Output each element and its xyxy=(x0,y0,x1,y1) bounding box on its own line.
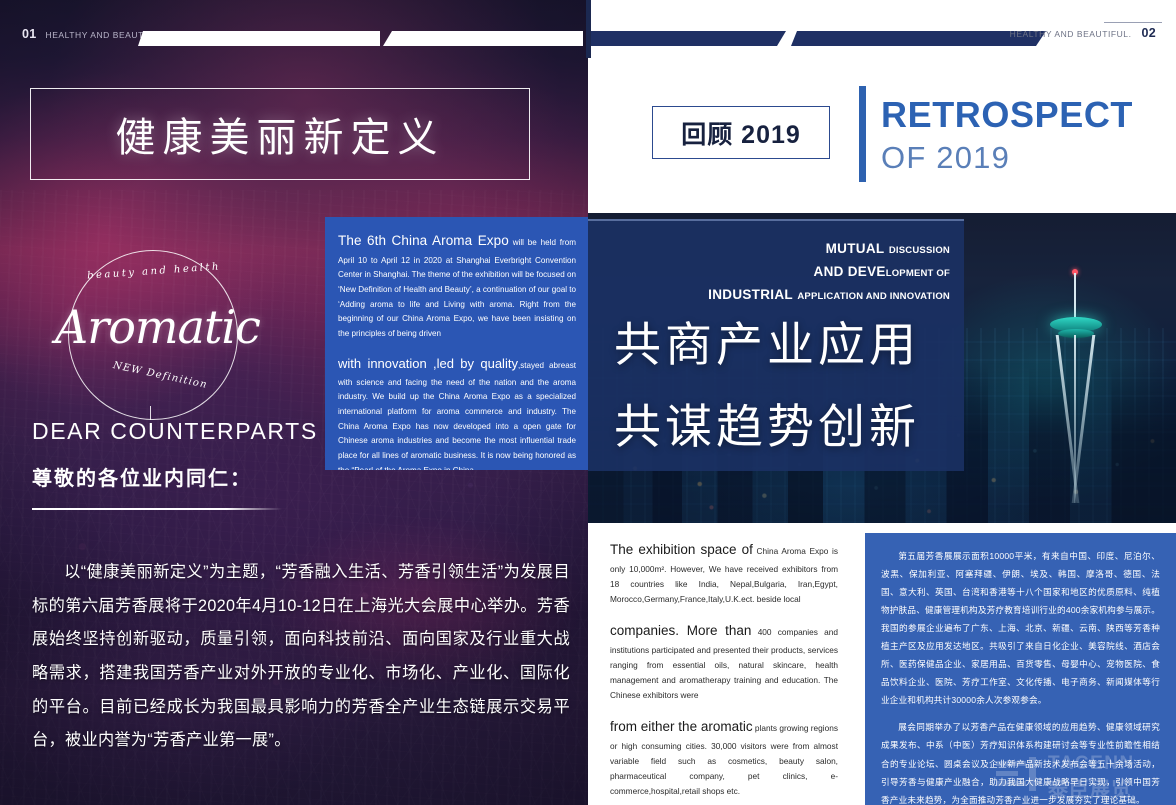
left-page: 健康美丽新定义 beauty and health Aromatic NEW D… xyxy=(0,0,588,805)
english-intro-paragraph-2: with innovation ,led by quality,stayed a… xyxy=(338,352,576,470)
english-stats-body-1: China Aroma Expo is only 10,000m². Howev… xyxy=(610,546,838,604)
logo-tick-mark xyxy=(150,406,152,420)
retrospect-title: RETROSPECT xyxy=(881,94,1134,135)
english-stats-paragraph-3: from either the aromatic plants growing … xyxy=(610,715,838,798)
mutual-heading-group: MUTUAL DISCUSSION AND DEVELOPMENT OF IND… xyxy=(708,237,950,307)
english-intro-body-1: will be held from April 10 to April 12 i… xyxy=(338,238,577,339)
english-stats-body-3: plants growing regions or high consuming… xyxy=(610,723,838,796)
section-divider-rule xyxy=(32,508,282,510)
logo-wordmark: Aromatic xyxy=(55,300,261,354)
tower-disc-upper xyxy=(1050,317,1102,332)
dear-counterparts-cn: 尊敬的各位业内同仁： xyxy=(32,468,252,490)
chinese-summary-text-1: 第五届芳香展展示面积10000平米，有来自中国、印度、尼泊尔、波黑、保加利亚、阿… xyxy=(881,551,1160,706)
retrospect-badge: 回顾 2019 xyxy=(652,106,830,159)
english-stats-lead-1: The exhibition space of xyxy=(610,542,753,557)
mutual-heading-line-1: MUTUAL DISCUSSION xyxy=(708,237,950,260)
header-right-group: HEALTHY AND BEAUTIFUL. 02 xyxy=(1010,26,1156,40)
header-stripe-white-1 xyxy=(138,31,380,46)
watermark-chinese-text: 泰臣展览 xyxy=(1048,779,1132,801)
english-intro-lead-2: with innovation ,led by quality xyxy=(338,355,518,371)
logo-circle-icon xyxy=(68,250,238,420)
mutual-discussion-panel: MUTUAL DISCUSSION AND DEVELOPMENT OF IND… xyxy=(588,219,964,471)
header-right-page-number: 02 xyxy=(1141,26,1156,40)
page-header: 01 HEALTHY AND BEAUTIFUL. HEALTHY AND BE… xyxy=(0,0,1176,58)
space-needle-tower-icon xyxy=(1048,269,1104,503)
tacenn-logo-icon xyxy=(996,757,1040,797)
english-intro-body-2: ,stayed abreast with science and facing … xyxy=(338,360,577,470)
chinese-summary-text-2: 展会同期举办了以芳香产品在健康领域的应用趋势、健康领域研究成果发布、中系（中医）… xyxy=(881,722,1160,805)
mutual-line1-small: DISCUSSION xyxy=(888,245,950,256)
tower-mast xyxy=(1074,273,1076,319)
mutual-line3-big: INDUSTRIAL xyxy=(708,287,793,303)
english-stats-lead-2: companies. More than xyxy=(610,623,752,639)
right-page: 回顾 2019 RETROSPECT OF 2019 MUTUAL DISCUS… xyxy=(588,0,1176,805)
english-stats-column: The exhibition space of China Aroma Expo… xyxy=(610,538,838,798)
header-left-page-number: 01 xyxy=(22,27,37,41)
left-chinese-paragraph-text: 以“健康美丽新定义”为主题，“芳香融入生活、芳香引领生活”为发展目标的第六届芳香… xyxy=(32,563,570,750)
mutual-line2-small: LOPMENT OF xyxy=(885,268,950,280)
retrospect-divider-bar xyxy=(859,86,866,182)
english-stats-lead-3: from either the aromatic xyxy=(610,719,753,735)
english-stats-body-2: 400 companies and institutions participa… xyxy=(610,627,838,700)
header-stripe-white-2 xyxy=(383,31,583,46)
tower-beacon-light xyxy=(1072,269,1078,275)
headline-cn-line-1: 共商产业应用 xyxy=(614,318,920,371)
tower-leg-center xyxy=(1074,335,1076,503)
mutual-line2-big: AND DEVE xyxy=(813,264,886,280)
english-intro-paragraph-1: The 6th China Aroma Expo will be held fr… xyxy=(338,229,576,342)
header-stripe-navy-2 xyxy=(791,31,1046,46)
mutual-line1-big: MUTUAL xyxy=(825,241,885,256)
retrospect-badge-text: 回顾 2019 xyxy=(681,120,801,149)
header-right-label: HEALTHY AND BEAUTIFUL. xyxy=(1009,29,1132,39)
english-intro-panel: The 6th China Aroma Expo will be held fr… xyxy=(325,217,588,470)
header-stripe-navy-1 xyxy=(590,31,786,46)
mutual-heading-line-3: INDUSTRIAL APPLICATION AND INNOVATION xyxy=(708,283,950,306)
headline-cn-line-2: 共谋趋势创新 xyxy=(614,400,920,453)
tower-disc-lower xyxy=(1058,329,1094,338)
header-left-group: 01 HEALTHY AND BEAUTIFUL. xyxy=(22,27,167,41)
english-intro-lead-1: The 6th China Aroma Expo xyxy=(338,233,509,248)
left-chinese-paragraph: 以“健康美丽新定义”为主题，“芳香融入生活、芳香引领生活”为发展目标的第六届芳香… xyxy=(32,556,570,758)
left-title-text: 健康美丽新定义 xyxy=(115,116,445,160)
mutual-heading-line-2: AND DEVELOPMENT OF xyxy=(708,260,950,283)
header-right-rule xyxy=(1104,22,1162,23)
chinese-summary-column: 第五届芳香展展示面积10000平米，有来自中国、印度、尼泊尔、波黑、保加利亚、阿… xyxy=(865,533,1176,805)
tacenn-watermark: TACENN 泰臣展览 xyxy=(996,753,1168,801)
english-stats-paragraph-1: The exhibition space of China Aroma Expo… xyxy=(610,538,838,606)
english-stats-paragraph-2: companies. More than 400 companies and i… xyxy=(610,619,838,702)
dear-counterparts-en: DEAR COUNTERPARTS xyxy=(32,418,318,444)
aromatic-logo: beauty and health Aromatic NEW Definitio… xyxy=(50,238,261,438)
retrospect-subtitle: OF 2019 xyxy=(881,140,1011,175)
left-title-box: 健康美丽新定义 xyxy=(30,88,530,180)
chinese-summary-paragraph-2: 展会同期举办了以芳香产品在健康领域的应用趋势、健康领域研究成果发布、中系（中医）… xyxy=(881,718,1160,805)
chinese-summary-paragraph-1: 第五届芳香展展示面积10000平米，有来自中国、印度、尼泊尔、波黑、保加利亚、阿… xyxy=(881,547,1160,709)
header-left-label: HEALTHY AND BEAUTIFUL. xyxy=(45,30,168,40)
mutual-line3-small: APPLICATION AND INNOVATION xyxy=(797,291,950,303)
watermark-latin-text: TACENN xyxy=(1048,753,1135,774)
spread-spine xyxy=(586,0,591,58)
